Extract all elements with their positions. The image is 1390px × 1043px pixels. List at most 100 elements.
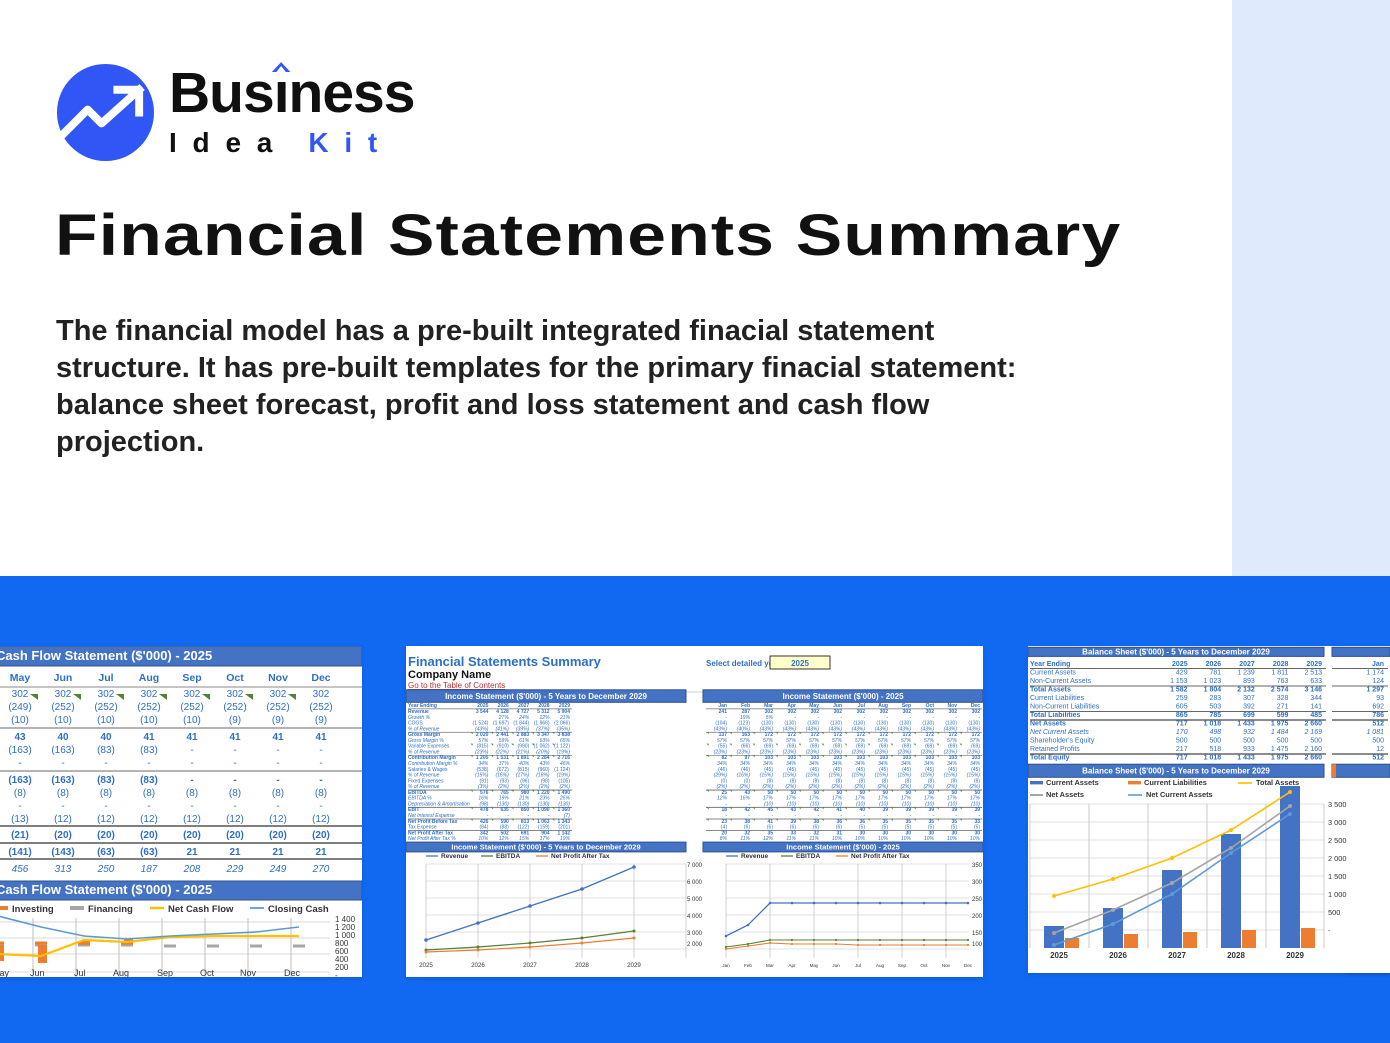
svg-text:(20): (20)	[183, 830, 201, 841]
svg-text:2 000: 2 000	[687, 942, 703, 948]
svg-text:2025: 2025	[419, 962, 433, 969]
svg-text:763: 763	[1277, 678, 1289, 685]
svg-text:100: 100	[972, 942, 983, 948]
svg-text:932: 932	[1243, 729, 1255, 736]
svg-text:(163): (163)	[8, 775, 31, 786]
svg-text:518: 518	[1210, 746, 1222, 753]
svg-text:(163): (163)	[51, 745, 74, 756]
svg-text:Apr: Apr	[788, 963, 796, 968]
svg-text:(20): (20)	[226, 830, 244, 841]
svg-text:-: -	[276, 775, 279, 786]
svg-text:(12): (12)	[183, 814, 201, 825]
svg-text:Jan: Jan	[1372, 661, 1384, 668]
svg-text:12%: 12%	[763, 836, 774, 842]
svg-text:865: 865	[1176, 712, 1188, 719]
svg-text:217: 217	[1176, 746, 1188, 753]
svg-text:717: 717	[1176, 755, 1188, 762]
svg-text:Revenue: Revenue	[441, 853, 468, 860]
svg-text:(12): (12)	[312, 814, 330, 825]
svg-text:Oct: Oct	[920, 963, 928, 968]
svg-text:Income Statement ($'000) - 5 Y: Income Statement ($'000) - 5 Years to De…	[445, 692, 647, 701]
svg-text:1 804: 1 804	[1204, 687, 1222, 694]
svg-text:(8): (8)	[57, 788, 69, 799]
svg-text:(9): (9)	[272, 715, 284, 726]
svg-text:1 018: 1 018	[1204, 721, 1222, 728]
svg-text:350: 350	[972, 863, 983, 869]
svg-text:Dec: Dec	[964, 963, 973, 968]
svg-text:41: 41	[229, 732, 241, 743]
svg-text:Sep: Sep	[182, 672, 201, 684]
svg-text:(252): (252)	[137, 702, 160, 713]
svg-text:300: 300	[972, 880, 983, 886]
svg-text:(8): (8)	[14, 788, 26, 799]
svg-text:Mar: Mar	[766, 963, 774, 968]
svg-text:(8): (8)	[186, 788, 198, 799]
svg-text:512: 512	[1372, 721, 1384, 728]
svg-text:Net Assets: Net Assets	[1030, 721, 1066, 728]
svg-text:2028: 2028	[575, 962, 589, 969]
svg-text:-: -	[147, 758, 150, 769]
svg-text:Net Current Assets: Net Current Assets	[1146, 790, 1213, 799]
svg-text:Nov: Nov	[240, 968, 257, 977]
svg-text:-: -	[190, 745, 193, 756]
svg-text:2 513: 2 513	[1304, 670, 1322, 677]
svg-text:17%: 17%	[540, 836, 551, 842]
svg-text:Oct: Oct	[200, 968, 215, 977]
svg-text:(249): (249)	[8, 702, 31, 713]
svg-text:43: 43	[14, 732, 26, 743]
svg-text:-: -	[276, 801, 279, 812]
svg-text:429: 429	[1176, 670, 1188, 677]
svg-text:Total Assets: Total Assets	[1256, 778, 1299, 787]
svg-text:(252): (252)	[266, 702, 289, 713]
svg-text:11%: 11%	[809, 836, 819, 842]
svg-text:Go to the Table of Contents: Go to the Table of Contents	[408, 681, 505, 690]
svg-text:Aug: Aug	[113, 968, 129, 977]
svg-text:170: 170	[1176, 729, 1188, 736]
svg-text:4 000: 4 000	[687, 914, 703, 920]
svg-text:2 169: 2 169	[1303, 729, 1322, 736]
svg-text:12%: 12%	[499, 836, 510, 842]
svg-text:2027: 2027	[523, 962, 537, 969]
svg-text:(20): (20)	[54, 830, 72, 841]
svg-text:(252): (252)	[223, 702, 246, 713]
svg-text:-: -	[190, 775, 193, 786]
svg-text:-: -	[319, 758, 322, 769]
svg-text:1 433: 1 433	[1237, 721, 1255, 728]
svg-text:344: 344	[1310, 695, 1322, 702]
svg-text:(10): (10)	[140, 715, 158, 726]
svg-text:302: 302	[141, 689, 158, 700]
svg-text:1 475: 1 475	[1271, 746, 1289, 753]
svg-text:(12): (12)	[140, 814, 158, 825]
svg-text:2 132: 2 132	[1237, 687, 1255, 694]
svg-text:-: -	[335, 971, 338, 977]
svg-text:200: 200	[972, 914, 983, 920]
svg-text:Aug: Aug	[876, 963, 885, 968]
svg-text:(10): (10)	[11, 715, 29, 726]
svg-text:Jul: Jul	[98, 672, 113, 684]
svg-text:302: 302	[313, 689, 330, 700]
svg-text:3 500: 3 500	[1328, 800, 1347, 809]
svg-text:605: 605	[1176, 704, 1188, 711]
svg-text:(63): (63)	[140, 847, 158, 858]
svg-text:41: 41	[143, 732, 155, 743]
svg-text:599: 599	[1277, 712, 1289, 719]
svg-text:1 582: 1 582	[1170, 687, 1188, 694]
svg-text:-: -	[319, 745, 322, 756]
svg-text:-: -	[1328, 926, 1331, 935]
svg-text:271: 271	[1277, 704, 1289, 711]
svg-text:2026: 2026	[1206, 661, 1222, 668]
svg-text:(12): (12)	[97, 814, 115, 825]
svg-text:10%: 10%	[832, 836, 843, 842]
svg-text:21: 21	[272, 847, 284, 858]
svg-text:12: 12	[1376, 746, 1384, 753]
svg-text:(83): (83)	[140, 745, 158, 756]
svg-text:1 018: 1 018	[1204, 755, 1222, 762]
svg-text:-: -	[190, 758, 193, 769]
svg-text:302: 302	[12, 689, 29, 700]
svg-text:1 081: 1 081	[1366, 729, 1384, 736]
svg-text:-: -	[104, 801, 107, 812]
svg-text:May: May	[10, 672, 31, 684]
svg-text:Total Liabilities: Total Liabilities	[1030, 712, 1081, 719]
svg-text:485: 485	[1310, 712, 1322, 719]
svg-text:2027: 2027	[1239, 661, 1255, 668]
